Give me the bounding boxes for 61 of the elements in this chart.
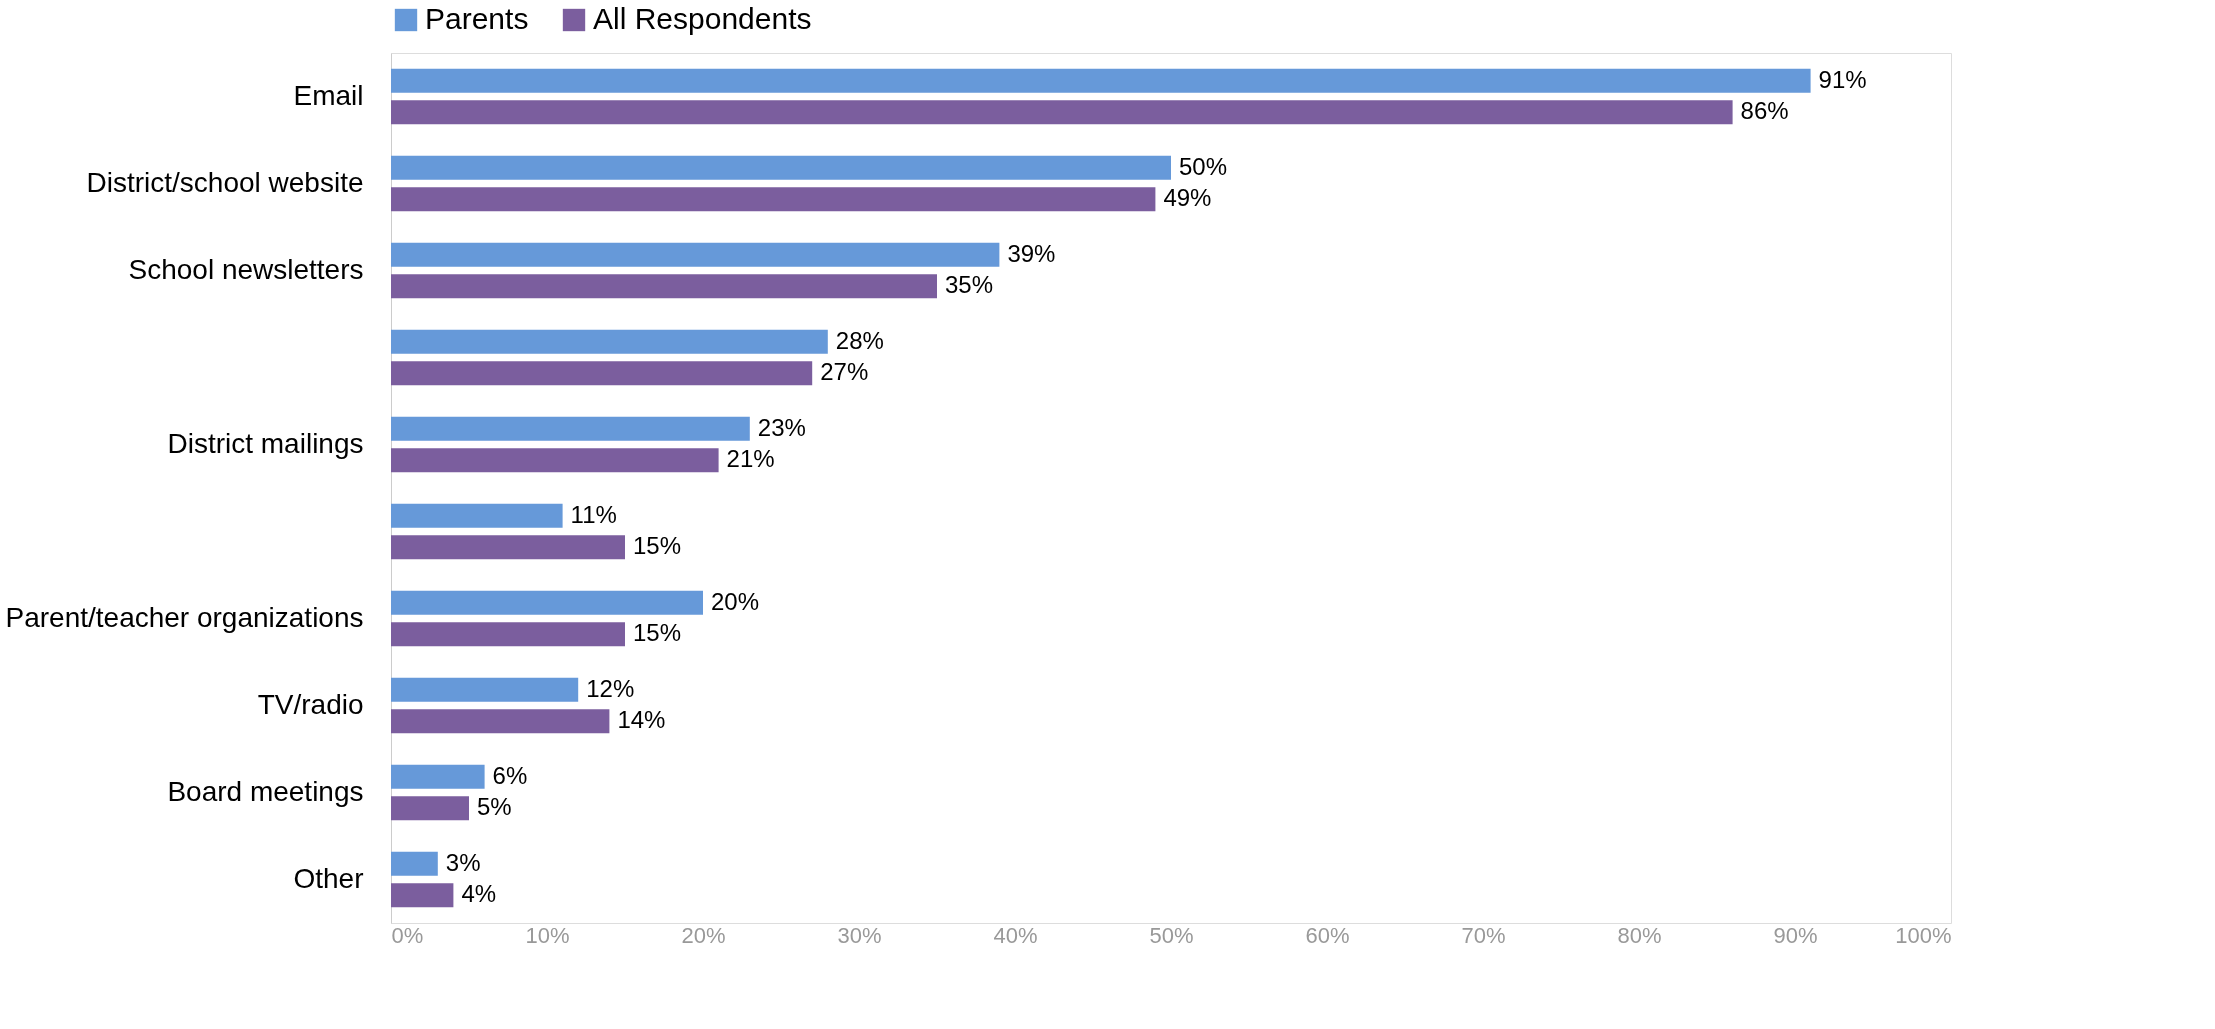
bar — [391, 503, 563, 528]
data-label: 86% — [1740, 97, 1789, 125]
data-label: 35% — [945, 271, 994, 299]
bar — [391, 709, 610, 734]
bar — [391, 883, 454, 908]
y-tick-label: District mailings — [167, 427, 364, 459]
y-tick-label: Parent/teacher organizations — [5, 601, 364, 633]
bar — [391, 100, 1733, 125]
y-tick-label: School newsletters — [128, 253, 364, 285]
bar — [391, 329, 828, 354]
bar — [391, 796, 469, 821]
data-label: 28% — [835, 326, 884, 354]
bar — [391, 851, 438, 876]
legend-label: All Respondents — [593, 2, 812, 35]
y-tick-label: TV/radio — [257, 688, 364, 720]
x-tick-label: 30% — [837, 922, 882, 948]
data-label: 49% — [1163, 184, 1212, 212]
x-tick-label: 70% — [1461, 922, 1506, 948]
data-label: 39% — [1007, 239, 1056, 267]
x-tick-label: 60% — [1305, 922, 1350, 948]
data-label: 11% — [570, 500, 617, 528]
x-tick-label: 10% — [525, 922, 570, 948]
bar — [391, 416, 750, 441]
y-tick-label: Other — [293, 862, 364, 894]
y-tick-label: Email — [293, 79, 364, 111]
data-label: 6% — [492, 761, 528, 789]
bar — [391, 155, 1171, 180]
bar — [391, 187, 1156, 212]
bar — [391, 535, 625, 560]
data-label: 91% — [1818, 65, 1867, 93]
legend-label: Parents — [425, 2, 529, 35]
data-label: 50% — [1179, 152, 1228, 180]
data-label: 4% — [461, 880, 497, 908]
x-tick-label: 80% — [1617, 922, 1662, 948]
bar — [391, 448, 719, 473]
x-tick-label: 50% — [1149, 922, 1194, 948]
x-tick-label: 0% — [391, 922, 424, 948]
data-label: 3% — [445, 848, 481, 876]
bar — [391, 764, 485, 789]
x-tick-label: 100% — [1895, 922, 1952, 948]
y-tick-label: District/school website — [86, 166, 364, 198]
data-label: 15% — [633, 619, 682, 647]
x-tick-label: 90% — [1773, 922, 1818, 948]
bar — [391, 242, 1000, 267]
x-tick-label: 40% — [993, 922, 1038, 948]
bar — [391, 590, 703, 615]
data-label: 12% — [586, 674, 635, 702]
bar — [391, 274, 937, 299]
bar — [391, 622, 625, 647]
y-tick-label: Board meetings — [167, 775, 364, 807]
x-tick-label: 20% — [681, 922, 726, 948]
data-label: 21% — [726, 445, 775, 473]
bar — [391, 677, 579, 702]
data-label: 23% — [757, 413, 806, 441]
bar — [391, 361, 813, 386]
data-label: 5% — [477, 793, 512, 821]
bar — [391, 68, 1811, 93]
data-label: 15% — [633, 532, 682, 560]
data-label: 27% — [820, 358, 869, 386]
data-label: 14% — [617, 706, 666, 734]
data-label: 20% — [711, 587, 760, 615]
